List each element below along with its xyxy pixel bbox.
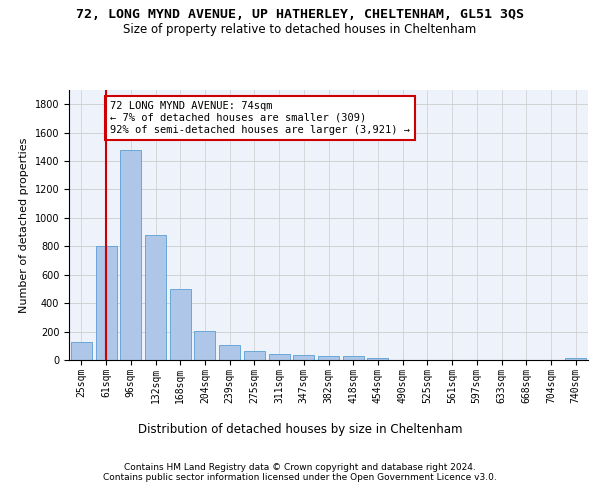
Bar [219,345,240,360]
Bar [269,354,290,360]
Text: 72 LONG MYND AVENUE: 74sqm
← 7% of detached houses are smaller (309)
92% of semi: 72 LONG MYND AVENUE: 74sqm ← 7% of detac… [110,102,410,134]
Bar [367,358,388,360]
Y-axis label: Number of detached properties: Number of detached properties [19,138,29,312]
Text: Distribution of detached houses by size in Cheltenham: Distribution of detached houses by size … [138,422,462,436]
Text: 72, LONG MYND AVENUE, UP HATHERLEY, CHELTENHAM, GL51 3QS: 72, LONG MYND AVENUE, UP HATHERLEY, CHEL… [76,8,524,20]
Bar [95,246,116,360]
Text: Contains public sector information licensed under the Open Government Licence v3: Contains public sector information licen… [103,472,497,482]
Text: Contains HM Land Registry data © Crown copyright and database right 2024.: Contains HM Land Registry data © Crown c… [124,462,476,471]
Bar [145,235,166,360]
Bar [71,342,92,360]
Bar [565,358,586,360]
Bar [343,356,364,360]
Bar [194,331,215,360]
Bar [170,289,191,360]
Bar [244,351,265,360]
Bar [318,356,339,360]
Bar [120,150,141,360]
Text: Size of property relative to detached houses in Cheltenham: Size of property relative to detached ho… [124,22,476,36]
Bar [293,355,314,360]
